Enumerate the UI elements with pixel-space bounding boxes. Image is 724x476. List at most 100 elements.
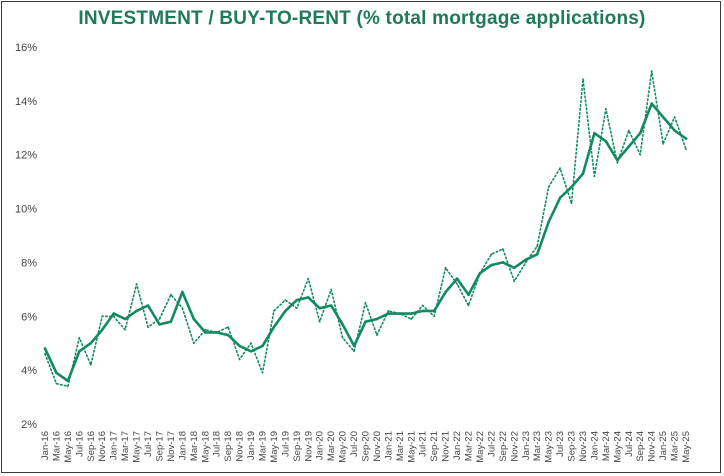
x-tick-label: Mar-25: [670, 431, 681, 461]
x-tick-label: Sep-18: [223, 431, 234, 462]
x-tick-label: Nov-16: [97, 431, 108, 462]
data-point-solid: [146, 304, 150, 307]
series-line-dotted: [44, 70, 687, 388]
data-point-dotted: [135, 283, 138, 285]
data-point-solid: [341, 323, 344, 326]
data-point-dotted: [78, 336, 81, 339]
y-tick-label: 10%: [15, 204, 37, 216]
x-tick-label: Mar-17: [120, 431, 131, 461]
x-tick-label: May-21: [406, 431, 417, 463]
data-point-solid: [558, 196, 562, 200]
data-point-solid: [43, 347, 47, 350]
series-line-solid: [43, 102, 688, 383]
data-point-solid: [100, 328, 104, 332]
data-point-solid: [455, 277, 459, 280]
data-point-dotted: [593, 175, 596, 178]
data-point-solid: [307, 296, 310, 299]
x-tick-label: Nov-21: [441, 431, 452, 462]
data-point-dotted: [273, 310, 275, 312]
data-point-solid: [181, 290, 184, 294]
x-tick-label: May-20: [338, 431, 349, 463]
data-point-dotted: [524, 261, 527, 264]
data-point-solid: [604, 140, 608, 143]
y-tick-label: 2%: [21, 419, 37, 431]
x-tick-label: Nov-17: [166, 431, 177, 462]
x-tick-label: Mar-18: [189, 431, 200, 461]
data-point-solid: [501, 261, 505, 264]
data-point-solid: [192, 317, 196, 321]
x-tick-label: May-25: [681, 431, 692, 463]
x-tick-label: Jan-23: [521, 431, 532, 460]
x-tick-label: Jul-22: [486, 431, 497, 457]
data-point-dotted: [101, 315, 104, 318]
x-tick-label: Jul-18: [212, 431, 223, 457]
data-point-solid: [364, 320, 367, 324]
data-point-solid: [650, 102, 653, 105]
data-point-solid: [673, 129, 676, 132]
data-point-dotted: [170, 293, 172, 296]
data-point-solid: [513, 266, 516, 270]
x-tick-label: Jan-19: [246, 431, 257, 460]
x-axis: Jan-16 Mar-16 May-16 Jul-16 Sep-16 Nov-16 Jan-…: [40, 431, 692, 463]
x-tick-label: May-22: [475, 431, 486, 463]
x-tick-label: Nov-20: [372, 431, 383, 462]
data-point-dotted: [376, 334, 378, 336]
y-tick-label: 16%: [15, 42, 37, 54]
data-point-solid: [295, 298, 299, 302]
x-tick-label: May-17: [132, 431, 143, 463]
data-point-dotted: [353, 350, 355, 353]
data-point-solid: [329, 304, 333, 307]
data-point-solid: [410, 312, 413, 315]
x-tick-label: Sep-23: [567, 431, 578, 462]
x-tick-label: Jan-22: [452, 431, 463, 460]
x-tick-label: Mar-22: [464, 431, 475, 461]
x-tick-label: Mar-20: [326, 431, 337, 461]
x-tick-label: Jan-17: [109, 431, 120, 460]
data-point-dotted: [559, 167, 561, 170]
x-tick-label: Mar-23: [532, 431, 543, 461]
data-point-dotted: [605, 108, 607, 110]
data-point-solid: [570, 185, 573, 189]
x-tick-label: Sep-17: [154, 431, 165, 462]
data-point-dotted: [456, 283, 458, 285]
data-point-solid: [684, 137, 688, 140]
data-point-dotted: [147, 326, 149, 328]
x-tick-label: Sep-21: [429, 431, 440, 462]
data-point-dotted: [215, 331, 218, 334]
x-tick-label: Jan-25: [658, 431, 669, 460]
data-point-dotted: [433, 315, 436, 318]
data-point-dotted: [295, 307, 298, 310]
data-point-dotted: [662, 143, 664, 145]
x-tick-label: Nov-23: [578, 431, 589, 462]
data-point-dotted: [570, 202, 573, 205]
data-point-solid: [123, 317, 127, 321]
data-point-dotted: [582, 78, 584, 81]
x-tick-label: Sep-19: [292, 431, 303, 462]
x-tick-label: Jan-16: [40, 431, 51, 460]
data-point-dotted: [387, 310, 390, 312]
data-point-solid: [169, 320, 173, 324]
y-tick-label: 4%: [21, 365, 37, 377]
x-tick-label: Sep-20: [361, 431, 372, 462]
data-point-dotted: [284, 299, 287, 301]
data-point-solid: [249, 350, 253, 353]
data-point-solid: [421, 309, 425, 313]
data-point-solid: [535, 253, 539, 256]
data-point-solid: [238, 344, 241, 348]
x-tick-label: May-24: [612, 431, 623, 463]
data-point-dotted: [192, 342, 195, 345]
data-point-solid: [467, 293, 470, 297]
x-tick-label: May-19: [269, 431, 280, 463]
y-tick-label: 12%: [15, 150, 37, 162]
data-point-solid: [661, 115, 665, 119]
x-tick-label: Jul-17: [143, 431, 154, 457]
data-point-solid: [581, 172, 585, 175]
x-tick-label: Jul-16: [74, 431, 85, 457]
data-point-solid: [226, 333, 230, 337]
x-tick-label: Mar-24: [601, 431, 612, 461]
data-point-dotted: [238, 358, 241, 361]
y-tick-label: 14%: [15, 96, 37, 108]
data-point-solid: [261, 344, 264, 348]
x-tick-label: Jul-23: [555, 431, 566, 457]
x-tick-label: Nov-19: [303, 431, 314, 462]
